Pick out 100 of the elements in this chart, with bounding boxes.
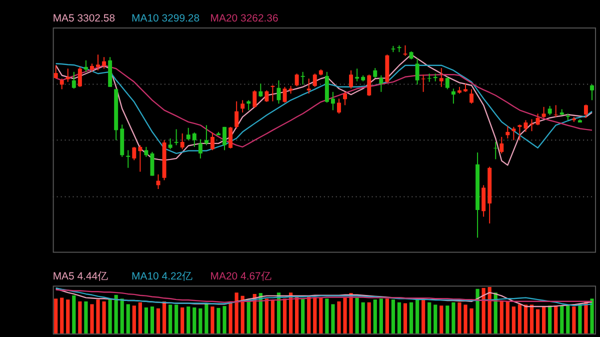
candlestick bbox=[132, 146, 136, 161]
bar bbox=[373, 300, 377, 334]
bar bbox=[132, 306, 136, 334]
candlestick bbox=[168, 138, 172, 150]
candlestick bbox=[590, 84, 594, 101]
candlestick bbox=[518, 124, 522, 141]
candlestick bbox=[512, 126, 516, 141]
bar bbox=[54, 298, 58, 334]
bar bbox=[60, 298, 64, 334]
bar bbox=[500, 300, 504, 334]
bar bbox=[391, 300, 396, 334]
bar bbox=[114, 294, 118, 334]
bar bbox=[385, 298, 389, 334]
text: MA5 3302.58 bbox=[52, 13, 116, 24]
bar bbox=[355, 298, 359, 334]
candlestick bbox=[138, 144, 142, 172]
bar bbox=[403, 303, 408, 334]
bar bbox=[319, 297, 323, 334]
candlestick bbox=[228, 126, 233, 149]
candlestick bbox=[349, 70, 354, 90]
bar bbox=[397, 302, 402, 334]
bar bbox=[409, 302, 414, 334]
bar bbox=[295, 296, 299, 334]
candlestick bbox=[234, 100, 239, 130]
candlestick bbox=[530, 118, 534, 132]
bar bbox=[138, 302, 142, 334]
bar bbox=[452, 302, 456, 334]
candlestick bbox=[186, 127, 190, 141]
candlestick bbox=[198, 138, 202, 159]
bar bbox=[301, 298, 305, 334]
series-label: MA20 4.67亿 bbox=[210, 272, 271, 283]
bar bbox=[428, 302, 432, 334]
bar bbox=[216, 308, 220, 334]
bar bbox=[488, 287, 492, 334]
candlestick bbox=[252, 90, 257, 108]
bar bbox=[270, 300, 275, 334]
bar bbox=[542, 306, 546, 334]
bar bbox=[126, 304, 130, 334]
bar bbox=[240, 296, 244, 334]
candlestick bbox=[367, 74, 372, 96]
bar bbox=[554, 306, 558, 334]
bar bbox=[458, 302, 462, 334]
bar bbox=[536, 309, 540, 334]
candlestick bbox=[536, 113, 540, 126]
bar bbox=[162, 301, 166, 334]
bar bbox=[331, 304, 335, 334]
candlestick bbox=[415, 58, 420, 86]
candlestick bbox=[379, 74, 384, 92]
bar bbox=[228, 301, 232, 334]
bar bbox=[192, 307, 196, 334]
bar bbox=[440, 306, 444, 334]
bar bbox=[313, 297, 317, 334]
candlestick bbox=[524, 120, 528, 132]
candlestick bbox=[144, 146, 148, 158]
bar bbox=[337, 301, 341, 334]
candlestick bbox=[470, 88, 474, 104]
bar bbox=[168, 304, 172, 334]
bar bbox=[379, 298, 383, 334]
bar bbox=[180, 307, 184, 334]
candlestick bbox=[264, 90, 269, 102]
candlestick bbox=[270, 84, 275, 102]
bar bbox=[96, 300, 100, 334]
bar bbox=[66, 300, 70, 334]
candlestick bbox=[373, 68, 378, 79]
text: MA20 3262.36 bbox=[210, 13, 278, 24]
bar bbox=[578, 304, 582, 334]
bar bbox=[198, 308, 202, 334]
bar bbox=[434, 304, 438, 334]
bar bbox=[144, 307, 148, 334]
bar bbox=[222, 306, 226, 334]
candlestick bbox=[192, 132, 196, 148]
bar bbox=[84, 301, 88, 334]
candlestick bbox=[336, 98, 341, 114]
candlestick bbox=[403, 44, 408, 56]
candlestick bbox=[210, 132, 214, 151]
bar bbox=[566, 306, 570, 334]
candlestick bbox=[180, 132, 184, 150]
candlestick bbox=[451, 88, 456, 104]
bar bbox=[506, 301, 510, 334]
bar bbox=[156, 308, 160, 334]
bar bbox=[264, 298, 268, 334]
bar bbox=[282, 298, 287, 334]
candlestick bbox=[60, 78, 64, 90]
bar bbox=[367, 302, 371, 334]
candlestick bbox=[174, 128, 178, 146]
candlestick bbox=[300, 71, 305, 86]
candlestick bbox=[72, 71, 76, 90]
bar bbox=[234, 292, 238, 334]
candlestick bbox=[276, 80, 281, 104]
bar bbox=[78, 301, 82, 334]
candlestick bbox=[542, 106, 546, 118]
bar bbox=[90, 304, 94, 334]
bar bbox=[512, 306, 516, 334]
bar bbox=[349, 293, 353, 334]
candlestick bbox=[84, 60, 88, 72]
candlestick bbox=[330, 91, 335, 111]
bar bbox=[446, 306, 450, 334]
candlestick bbox=[584, 104, 588, 118]
candlestick bbox=[240, 100, 245, 113]
bar bbox=[150, 306, 154, 334]
